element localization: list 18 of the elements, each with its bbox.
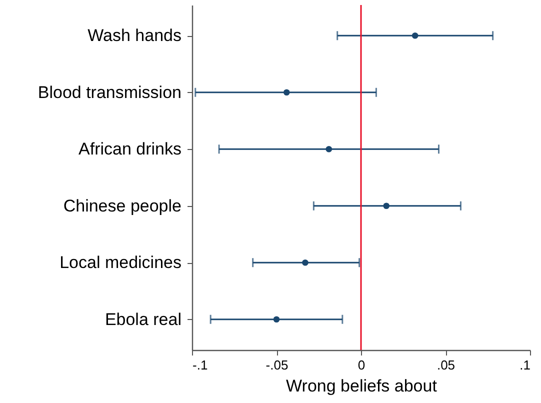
- x-tick-label: 0: [358, 358, 366, 372]
- x-axis-title: Wrong beliefs about: [286, 376, 438, 396]
- y-tick-label: Local medicines: [60, 253, 182, 272]
- x-tick-label: .1: [520, 358, 530, 372]
- point: [302, 259, 308, 266]
- x-tick-label: -.1: [192, 358, 208, 372]
- point: [283, 89, 290, 96]
- point: [383, 202, 390, 210]
- x-tick-label: .05: [436, 358, 456, 372]
- y-tick-label: Ebola real: [104, 310, 182, 329]
- y-tick-label: African drinks: [78, 140, 182, 159]
- point: [326, 146, 332, 152]
- y-tick-label: Wash hands: [88, 26, 182, 46]
- point: [412, 32, 418, 39]
- y-tick-label: Chinese people: [63, 196, 182, 216]
- point: [273, 316, 280, 323]
- y-tick-label: Blood transmission: [38, 82, 182, 102]
- x-tick-label: -.05: [266, 358, 288, 372]
